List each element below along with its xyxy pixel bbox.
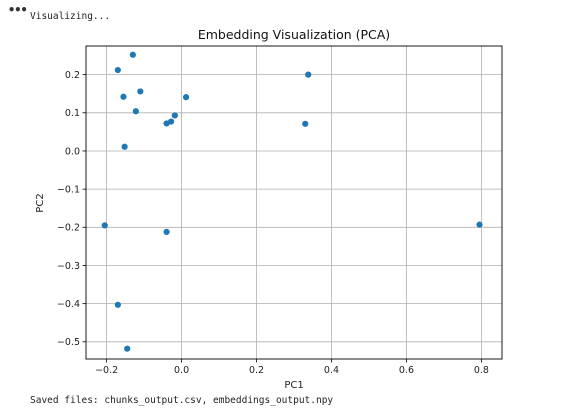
chart-title: Embedding Visualization (PCA) bbox=[198, 27, 390, 42]
x-tick-label: −0.2 bbox=[95, 365, 118, 376]
scatter-point bbox=[171, 112, 178, 119]
chart-ticks: −0.2 0.0 0.2 0.4 0.6 0.8 −0.5 −0.4 −0.3 −0.2 −0.1 0… bbox=[57, 70, 489, 376]
y-tick-label: −0.5 bbox=[57, 337, 80, 348]
more-options-icon[interactable]: ••• bbox=[8, 3, 28, 17]
scatter-point bbox=[182, 94, 190, 101]
x-tick-label: 0.2 bbox=[249, 365, 264, 376]
y-axis-label: PC2 bbox=[35, 193, 46, 212]
scatter-point bbox=[114, 66, 121, 74]
y-tick-label: 0.2 bbox=[65, 70, 80, 81]
scatter-point bbox=[129, 51, 136, 58]
scatter-point bbox=[167, 118, 175, 125]
scatter-point bbox=[137, 88, 144, 95]
x-tick-label: 0.8 bbox=[474, 365, 489, 376]
x-tick-label: 0.6 bbox=[399, 365, 414, 376]
x-tick-label: 0.0 bbox=[174, 365, 189, 376]
stdout-saved-files-line: Saved files: chunks_output.csv, embeddin… bbox=[30, 395, 334, 406]
x-axis-label: PC1 bbox=[284, 380, 303, 391]
scatter-point bbox=[132, 108, 139, 115]
y-tick-label: 0.0 bbox=[65, 146, 80, 157]
x-tick-label: 0.4 bbox=[324, 365, 339, 376]
scatter-point bbox=[124, 345, 131, 352]
scatter-point bbox=[476, 221, 483, 228]
chart-gridlines bbox=[86, 46, 502, 359]
chart-axes-frame bbox=[85, 45, 503, 360]
y-tick-label: 0.1 bbox=[65, 108, 80, 119]
scatter-point bbox=[120, 93, 127, 100]
y-tick-label: −0.2 bbox=[57, 223, 80, 234]
chart-points bbox=[101, 51, 483, 352]
y-tick-label: −0.3 bbox=[57, 261, 80, 272]
y-tick-label: −0.1 bbox=[57, 184, 80, 195]
y-tick-label: −0.4 bbox=[57, 299, 80, 310]
scatter-point bbox=[302, 120, 309, 127]
scatter-point bbox=[163, 228, 170, 235]
scatter-point bbox=[121, 143, 128, 150]
scatter-point bbox=[101, 222, 108, 229]
scatter-point bbox=[114, 301, 121, 308]
stdout-status-line: Visualizing... bbox=[30, 11, 111, 22]
scatter-point bbox=[305, 71, 312, 78]
